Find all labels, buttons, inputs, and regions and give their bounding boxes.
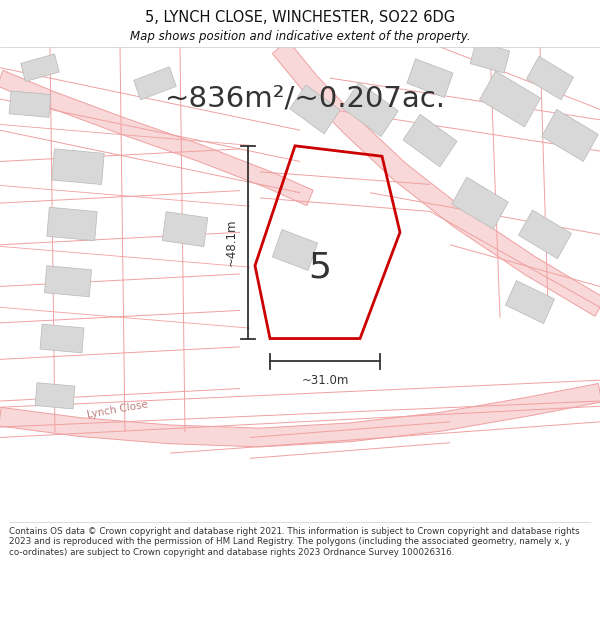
Polygon shape [35, 382, 75, 409]
Polygon shape [505, 281, 554, 324]
Polygon shape [272, 229, 317, 271]
Polygon shape [0, 71, 313, 206]
Text: Map shows position and indicative extent of the property.: Map shows position and indicative extent… [130, 31, 470, 44]
Polygon shape [44, 266, 92, 297]
Polygon shape [542, 109, 598, 161]
Polygon shape [452, 177, 508, 229]
Polygon shape [272, 40, 600, 316]
Text: Lynch Close: Lynch Close [87, 399, 149, 419]
Polygon shape [9, 91, 51, 118]
Polygon shape [479, 71, 541, 127]
Polygon shape [134, 67, 176, 100]
Polygon shape [470, 41, 510, 73]
Text: Contains OS data © Crown copyright and database right 2021. This information is : Contains OS data © Crown copyright and d… [9, 527, 580, 557]
Polygon shape [518, 210, 571, 259]
Polygon shape [526, 56, 574, 100]
Text: 5, LYNCH CLOSE, WINCHESTER, SO22 6DG: 5, LYNCH CLOSE, WINCHESTER, SO22 6DG [145, 10, 455, 25]
Polygon shape [342, 82, 398, 136]
Polygon shape [21, 54, 59, 81]
Text: ~836m²/~0.207ac.: ~836m²/~0.207ac. [164, 85, 445, 113]
Polygon shape [0, 384, 600, 447]
Polygon shape [290, 85, 340, 134]
Polygon shape [52, 149, 104, 184]
Polygon shape [47, 208, 97, 241]
Polygon shape [162, 212, 208, 247]
Polygon shape [40, 324, 84, 353]
Polygon shape [407, 59, 453, 98]
Text: 5: 5 [308, 251, 331, 285]
Text: ~31.0m: ~31.0m [301, 374, 349, 387]
Polygon shape [403, 114, 457, 167]
Text: ~48.1m: ~48.1m [225, 218, 238, 266]
